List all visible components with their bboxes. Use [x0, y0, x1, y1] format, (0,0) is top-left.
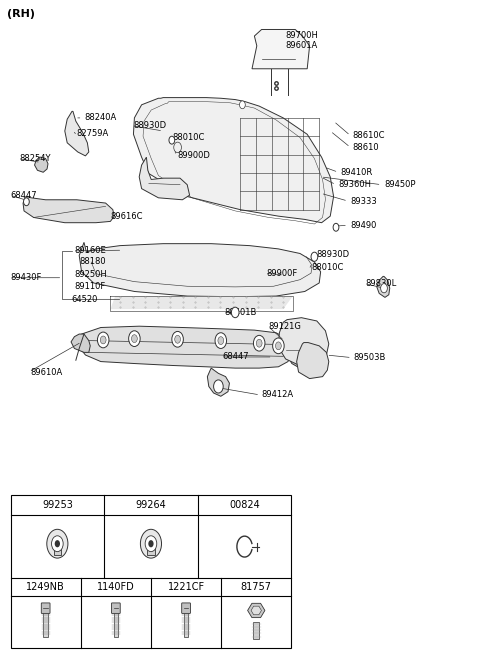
Text: 89110F: 89110F	[74, 282, 106, 291]
Text: (RH): (RH)	[7, 9, 35, 18]
Text: 88010C: 88010C	[311, 263, 343, 272]
Text: 89333: 89333	[350, 196, 377, 206]
Circle shape	[55, 540, 60, 548]
Circle shape	[231, 307, 239, 318]
Circle shape	[240, 101, 245, 109]
Text: 89250H: 89250H	[74, 270, 107, 279]
Polygon shape	[79, 242, 321, 297]
Polygon shape	[251, 606, 262, 615]
Circle shape	[333, 223, 339, 231]
Text: 1221CF: 1221CF	[168, 582, 204, 592]
Text: 89616C: 89616C	[110, 212, 143, 221]
Bar	[54, 548, 61, 555]
Text: 89410R: 89410R	[341, 168, 373, 177]
Circle shape	[140, 529, 161, 558]
Text: 89450P: 89450P	[384, 180, 416, 189]
Text: 68447: 68447	[222, 352, 249, 362]
Polygon shape	[71, 334, 90, 352]
Bar	[253, 622, 259, 639]
Polygon shape	[286, 333, 307, 367]
Text: 89900D: 89900D	[178, 151, 210, 160]
Text: 00824: 00824	[229, 500, 260, 510]
Polygon shape	[139, 157, 190, 200]
Text: 88240A: 88240A	[84, 113, 116, 122]
Text: 68447: 68447	[11, 191, 37, 200]
Circle shape	[169, 136, 175, 144]
Bar	[11, 495, 291, 648]
Polygon shape	[35, 157, 48, 172]
Circle shape	[218, 337, 224, 345]
Text: 89430F: 89430F	[11, 273, 42, 282]
Polygon shape	[207, 368, 229, 396]
Text: 1140FD: 1140FD	[97, 582, 135, 592]
Text: 88610C: 88610C	[353, 131, 385, 140]
Text: 89490: 89490	[350, 221, 377, 230]
FancyBboxPatch shape	[111, 603, 120, 613]
Circle shape	[148, 540, 154, 548]
Text: 89360H: 89360H	[338, 180, 371, 189]
Circle shape	[273, 338, 284, 354]
Text: 88930D: 88930D	[133, 121, 167, 130]
Circle shape	[24, 198, 29, 206]
Polygon shape	[110, 296, 293, 309]
Polygon shape	[79, 326, 292, 368]
Circle shape	[100, 336, 106, 344]
Circle shape	[47, 529, 68, 558]
Circle shape	[276, 342, 281, 350]
Text: 89610A: 89610A	[30, 367, 62, 377]
Polygon shape	[252, 29, 310, 69]
Polygon shape	[65, 111, 89, 156]
Polygon shape	[278, 318, 329, 367]
Text: 89160E: 89160E	[74, 246, 106, 255]
Text: 89900F: 89900F	[266, 269, 298, 278]
Text: 82759A: 82759A	[77, 129, 109, 138]
Text: 1249NB: 1249NB	[26, 582, 65, 592]
Text: 89830L: 89830L	[366, 279, 397, 288]
Bar	[184, 613, 188, 637]
Text: 88401B: 88401B	[225, 308, 257, 317]
Circle shape	[311, 252, 318, 261]
FancyBboxPatch shape	[41, 603, 50, 613]
Polygon shape	[377, 276, 390, 297]
FancyBboxPatch shape	[182, 603, 191, 613]
Text: 88610: 88610	[353, 143, 379, 152]
Text: 89700H
89601A: 89700H 89601A	[286, 31, 318, 50]
Text: 99264: 99264	[135, 500, 167, 510]
Circle shape	[132, 335, 137, 343]
Text: 88010C: 88010C	[173, 133, 205, 142]
Circle shape	[97, 332, 109, 348]
Bar	[44, 613, 48, 637]
Bar	[147, 548, 155, 555]
Circle shape	[381, 284, 387, 293]
Text: 89121G: 89121G	[269, 322, 301, 331]
Circle shape	[214, 380, 223, 393]
Text: 89503B: 89503B	[353, 353, 385, 362]
Circle shape	[172, 331, 183, 347]
Bar	[114, 613, 118, 637]
Text: 88930D: 88930D	[317, 250, 350, 259]
Text: 89412A: 89412A	[262, 390, 294, 400]
Polygon shape	[297, 343, 329, 379]
Text: 99253: 99253	[42, 500, 73, 510]
Circle shape	[215, 333, 227, 348]
Text: 88254Y: 88254Y	[19, 154, 51, 163]
Text: 88180: 88180	[79, 257, 106, 267]
Polygon shape	[248, 603, 265, 618]
Polygon shape	[23, 196, 114, 223]
Circle shape	[256, 339, 262, 347]
Text: 81757: 81757	[241, 582, 272, 592]
Polygon shape	[133, 98, 334, 223]
Circle shape	[253, 335, 265, 351]
Circle shape	[175, 335, 180, 343]
Circle shape	[129, 331, 140, 346]
Text: 64520: 64520	[71, 295, 97, 304]
Circle shape	[145, 536, 157, 552]
Circle shape	[51, 536, 63, 552]
